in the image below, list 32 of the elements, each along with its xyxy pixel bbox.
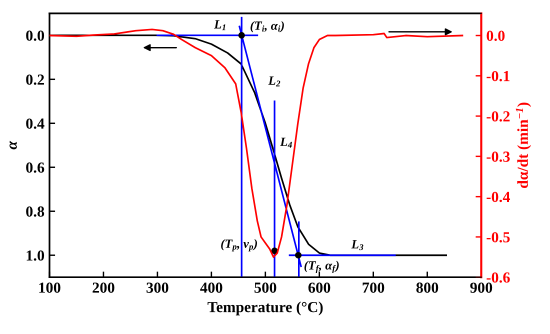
annotation: (T$_{p}$, v$_{p}$)	[221, 239, 257, 252]
annotation: L$_{4}$	[280, 138, 292, 148]
x-tick-label: 200	[92, 282, 114, 293]
x-tick-label: 400	[200, 282, 222, 293]
x-tick-label: 800	[416, 282, 438, 293]
y2-tick-label: -0.1	[486, 70, 510, 82]
y-tick-label: 0.2	[26, 74, 44, 85]
annotation: (T$_{f}$, α$_{f}$)	[304, 260, 339, 274]
y-axis-title: α	[10, 140, 17, 150]
x-tick-label: 900	[470, 282, 492, 293]
x-tick-label: 600	[308, 282, 330, 293]
y2-tick-label: -0.2	[486, 111, 510, 122]
y2-axis-title: dα/dt (min$^{−1}$)	[516, 102, 532, 188]
y-tick-label: 0.0	[26, 30, 44, 41]
y-tick-label: 1.0	[26, 250, 44, 261]
y-tick-label: 0.8	[26, 206, 44, 217]
y2-tick-label: -0.4	[486, 192, 510, 202]
y2-tick-label: 0.0	[486, 30, 505, 42]
annotation: L$_{1}$	[214, 20, 226, 30]
y2-tick-label: -0.5	[486, 232, 510, 242]
x-tick-label: 300	[146, 282, 168, 293]
annotation: L$_{2}$	[268, 76, 280, 86]
y2-tick-label: -0.3	[486, 152, 510, 162]
x-tick-label: 100	[39, 282, 60, 293]
x-axis-title: Temperature (°C)	[208, 301, 323, 316]
y-tick-label: 0.4	[26, 118, 44, 129]
annotation: (T$_{i}$, α$_{i}$)	[250, 21, 284, 32]
x-tick-label: 700	[362, 282, 384, 293]
y2-tick-label: -0.6	[486, 272, 510, 283]
annotation: L$_{3}$	[351, 240, 364, 250]
x-tick-label: 500	[254, 282, 276, 293]
y-tick-label: 0.6	[26, 162, 44, 173]
